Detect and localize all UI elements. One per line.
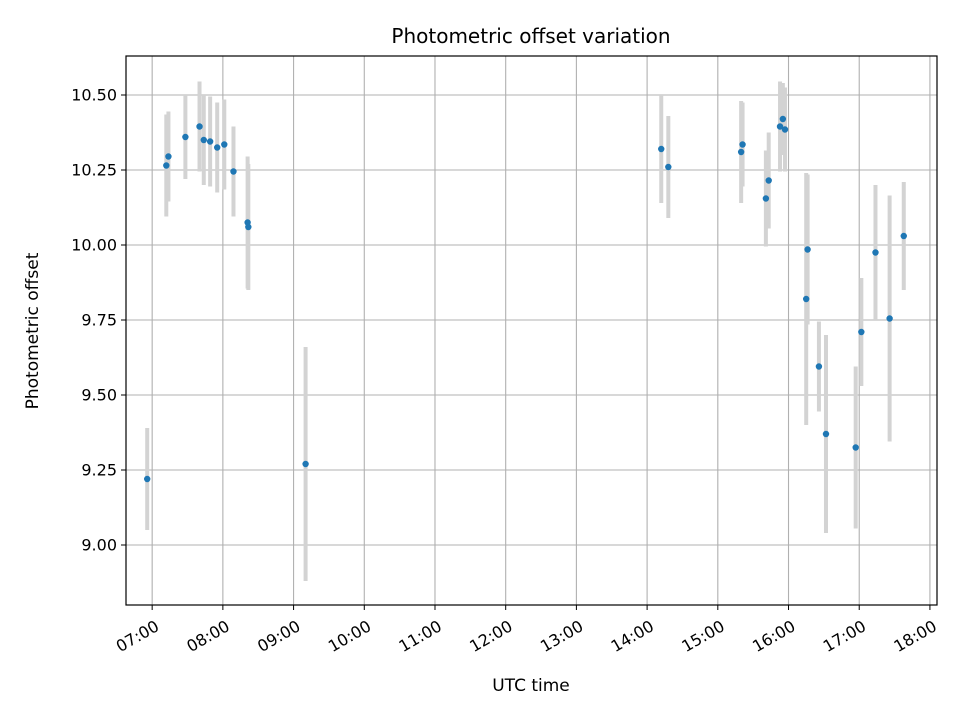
data-points	[144, 115, 907, 483]
data-point	[200, 136, 207, 144]
y-tick-label: 10.50	[71, 86, 117, 105]
data-point	[214, 144, 221, 151]
y-tick-label: 10.00	[71, 236, 117, 255]
data-point	[182, 133, 189, 141]
data-point	[302, 460, 309, 468]
data-point	[144, 475, 151, 483]
data-point	[737, 148, 745, 156]
y-tick-label: 10.25	[71, 161, 117, 180]
data-point	[872, 249, 879, 256]
data-point	[802, 295, 810, 303]
plot-frame	[125, 55, 938, 606]
data-point	[658, 145, 665, 153]
data-point	[739, 141, 746, 148]
data-point	[245, 223, 252, 231]
data-point	[230, 168, 237, 175]
data-point	[221, 141, 228, 148]
data-point	[781, 126, 789, 133]
data-point	[804, 246, 811, 253]
y-axis-label: Photometric offset	[23, 252, 43, 409]
y-tick-label: 9.00	[81, 536, 117, 555]
data-point	[665, 163, 672, 171]
chart-title: Photometric offset variation	[391, 24, 670, 48]
data-point	[815, 363, 823, 370]
data-point	[165, 153, 172, 160]
grid-lines	[126, 56, 937, 605]
data-point	[779, 115, 787, 123]
y-axis-ticks: 9.00 9.25 9.50 9.75 10.00 10.25 10.50	[71, 86, 126, 555]
y-tick-label: 9.75	[81, 311, 117, 330]
data-point	[852, 444, 859, 451]
y-tick-label: 9.50	[81, 386, 117, 405]
data-point	[762, 195, 770, 202]
data-point	[776, 123, 784, 130]
data-point	[900, 232, 907, 240]
data-point	[163, 162, 170, 169]
data-point	[196, 123, 203, 130]
data-point	[206, 138, 214, 145]
data-point	[886, 315, 893, 322]
x-axis-label: UTC time	[492, 676, 570, 696]
data-point	[858, 328, 865, 336]
data-point	[822, 430, 830, 438]
data-point	[765, 177, 772, 184]
y-tick-label: 9.25	[81, 461, 117, 480]
